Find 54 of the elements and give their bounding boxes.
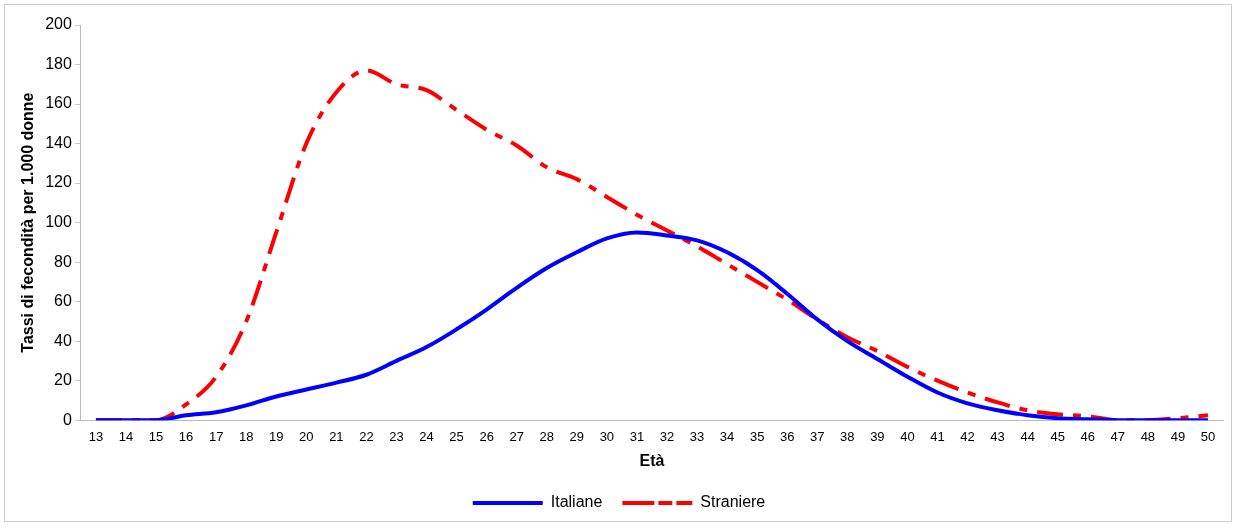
x-tick-label: 38 <box>840 428 855 444</box>
x-tick-label: 48 <box>1140 428 1156 444</box>
x-tick-label: 14 <box>118 428 134 444</box>
y-tick-label: 200 <box>45 15 72 33</box>
x-tick-label: 23 <box>389 428 404 444</box>
legend-label: Italiane <box>550 493 603 511</box>
x-tick-label: 41 <box>930 428 945 444</box>
y-tick-label: 140 <box>45 133 72 151</box>
x-tick-label: 19 <box>269 428 284 444</box>
x-tick-label: 40 <box>900 428 915 444</box>
x-tick-label: 35 <box>749 428 765 444</box>
y-tick-label: 40 <box>54 331 72 349</box>
legend-label: Straniere <box>700 493 766 511</box>
x-tick-label: 25 <box>449 428 464 444</box>
x-tick-label: 26 <box>479 428 494 444</box>
y-tick-label: 180 <box>45 54 72 72</box>
y-tick-label: 60 <box>54 292 72 310</box>
x-tick-label: 45 <box>1050 428 1065 444</box>
x-tick-label: 30 <box>599 428 615 444</box>
y-tick-label: 80 <box>54 252 72 270</box>
y-tick-label: 160 <box>45 94 72 112</box>
x-tick-label: 20 <box>299 428 314 444</box>
x-tick-label: 29 <box>569 428 585 444</box>
x-tick-label: 21 <box>329 428 344 444</box>
x-axis-title: Età <box>639 451 665 469</box>
x-tick-label: 27 <box>509 428 524 444</box>
x-tick-label: 32 <box>659 428 675 444</box>
x-tick-label: 31 <box>629 428 645 444</box>
x-tick-label: 18 <box>238 428 254 444</box>
x-tick-label: 46 <box>1080 428 1095 444</box>
x-tick-label: 33 <box>689 428 705 444</box>
x-tick-label: 28 <box>539 428 554 444</box>
x-tick-label: 24 <box>419 428 434 444</box>
y-tick-label: 120 <box>45 173 72 191</box>
x-tick-label: 47 <box>1110 428 1126 444</box>
x-tick-label: 17 <box>208 428 224 444</box>
x-tick-label: 39 <box>870 428 885 444</box>
x-tick-label: 15 <box>148 428 164 444</box>
x-tick-label: 37 <box>810 428 825 444</box>
x-tick-label: 42 <box>960 428 975 444</box>
y-tick-label: 0 <box>62 410 72 428</box>
line-series <box>93 230 1210 421</box>
x-tick-label: 13 <box>88 428 104 444</box>
y-tick-label: 20 <box>54 371 72 389</box>
x-tick-label: 36 <box>779 428 795 444</box>
x-tick-label: 44 <box>1020 428 1035 444</box>
x-tick-label: 43 <box>990 428 1005 444</box>
x-tick-label: 22 <box>359 428 374 444</box>
x-tick-label: 16 <box>178 428 194 444</box>
x-tick-label: 34 <box>719 428 735 444</box>
x-tick-label: 50 <box>1200 428 1216 444</box>
y-tick-label: 100 <box>45 213 72 231</box>
y-axis-title: Tassi di fecondità per 1.000 donne <box>19 92 37 353</box>
x-tick-label: 49 <box>1170 428 1186 444</box>
